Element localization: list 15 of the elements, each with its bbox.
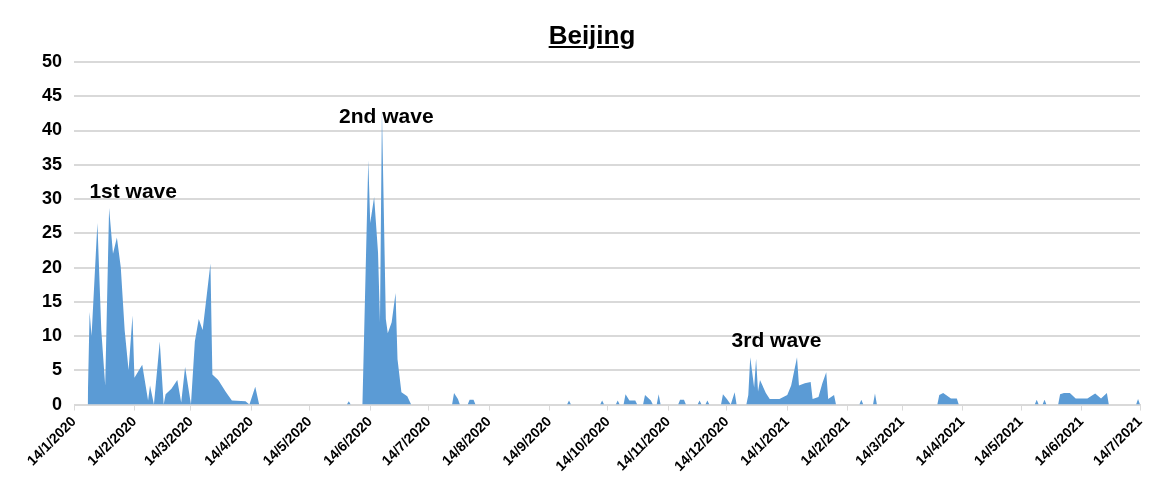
y-tick-label: 20 [41,256,63,277]
y-tick-label: 10 [41,325,63,346]
y-tick-label: 35 [41,153,63,174]
y-tick-label: 25 [41,222,63,243]
y-tick-label: 40 [41,119,63,140]
annotation: 3rd wave [731,328,822,352]
y-tick-label: 45 [41,85,63,106]
y-tick-label: 0 [52,393,63,414]
y-tick-label: 30 [41,188,63,208]
y-tick-label: 50 [41,50,63,71]
annotation: 1st wave [89,178,177,202]
y-tick-label: 15 [41,290,63,311]
annotation: 2nd wave [339,104,434,128]
chart-title: Beijing [547,20,637,51]
y-tick-label: 5 [52,359,63,380]
